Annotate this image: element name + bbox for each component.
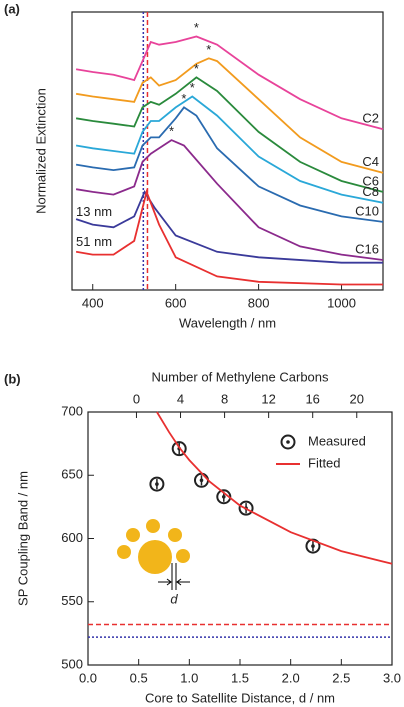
data-point xyxy=(171,441,187,457)
x-tick-label: 0.0 xyxy=(79,670,97,685)
x-tick-label: 600 xyxy=(165,295,187,310)
data-point-center xyxy=(155,482,159,486)
series-label: C4 xyxy=(362,154,379,169)
spectrum-line xyxy=(75,57,384,174)
peak-marker: * xyxy=(194,20,199,35)
data-point-center xyxy=(221,494,226,499)
x-axis-title: Wavelength / nm xyxy=(179,315,276,330)
peak-marker: * xyxy=(194,61,199,76)
peak-marker: * xyxy=(169,124,174,139)
y-tick-label: 500 xyxy=(61,656,83,671)
data-point-center xyxy=(199,478,204,483)
x-tick-label: 800 xyxy=(248,295,270,310)
data-point xyxy=(149,476,165,492)
data-point-center xyxy=(311,544,315,548)
legend-label: Fitted xyxy=(308,455,341,470)
x-tick-label: 400 xyxy=(82,295,104,310)
x2-tick-label: 12 xyxy=(261,391,275,406)
x-tick-label: 2.5 xyxy=(332,670,350,685)
spectrum-line xyxy=(75,188,383,286)
x-tick-label: 1.5 xyxy=(231,670,249,685)
legend-swatch xyxy=(280,434,296,450)
x-tick-label: 2.0 xyxy=(282,670,300,685)
x-tick-label: 1000 xyxy=(327,295,356,310)
data-point xyxy=(216,489,232,505)
spectrum-line xyxy=(75,35,384,131)
spectrum-line xyxy=(75,106,384,223)
series-label: C2 xyxy=(362,111,379,126)
legend-label: Measured xyxy=(308,433,366,448)
data-point xyxy=(238,500,254,516)
y-tick-label: 550 xyxy=(61,593,83,608)
x-tick-label: 0.5 xyxy=(130,670,148,685)
panel-label: (b) xyxy=(4,371,21,386)
spectrum-line xyxy=(75,189,383,264)
x2-tick-label: 4 xyxy=(177,391,184,406)
series-label: C6 xyxy=(362,173,379,188)
spectrum-line xyxy=(75,76,384,193)
fit-line xyxy=(156,411,393,565)
plot-frame xyxy=(71,11,384,291)
x2-tick-label: 0 xyxy=(133,391,140,406)
y-tick-label: 700 xyxy=(61,403,83,418)
panel-label: (a) xyxy=(4,1,20,16)
x-tick-label: 1.0 xyxy=(180,670,198,685)
x2-tick-label: 8 xyxy=(221,391,228,406)
series-label: 13 nm xyxy=(76,204,112,219)
peak-marker: * xyxy=(181,91,186,106)
spectrum-line xyxy=(75,139,384,261)
inset-label: d xyxy=(170,591,178,606)
peak-marker: * xyxy=(206,42,211,57)
series-label: 51 nm xyxy=(76,234,112,249)
y-tick-label: 650 xyxy=(61,467,83,482)
spectrum-line xyxy=(75,95,384,204)
series-label: C16 xyxy=(355,241,379,256)
x2-tick-label: 20 xyxy=(350,391,364,406)
y-tick-label: 600 xyxy=(61,530,83,545)
peak-marker: * xyxy=(190,80,195,95)
inset-sketch xyxy=(117,519,190,590)
y-axis-title: SP Coupling Band / nm xyxy=(15,471,30,606)
legend-swatch-center xyxy=(286,440,290,444)
x-axis-title: Core to Satellite Distance, d / nm xyxy=(145,690,335,705)
x2-tick-label: 16 xyxy=(305,391,319,406)
x2-axis-title: Number of Methylene Carbons xyxy=(151,369,329,384)
series-label: C10 xyxy=(355,203,379,218)
y-axis-title: Normalized Extinction xyxy=(33,88,48,214)
x-tick-label: 3.0 xyxy=(383,670,401,685)
series-label: C8 xyxy=(362,184,379,199)
